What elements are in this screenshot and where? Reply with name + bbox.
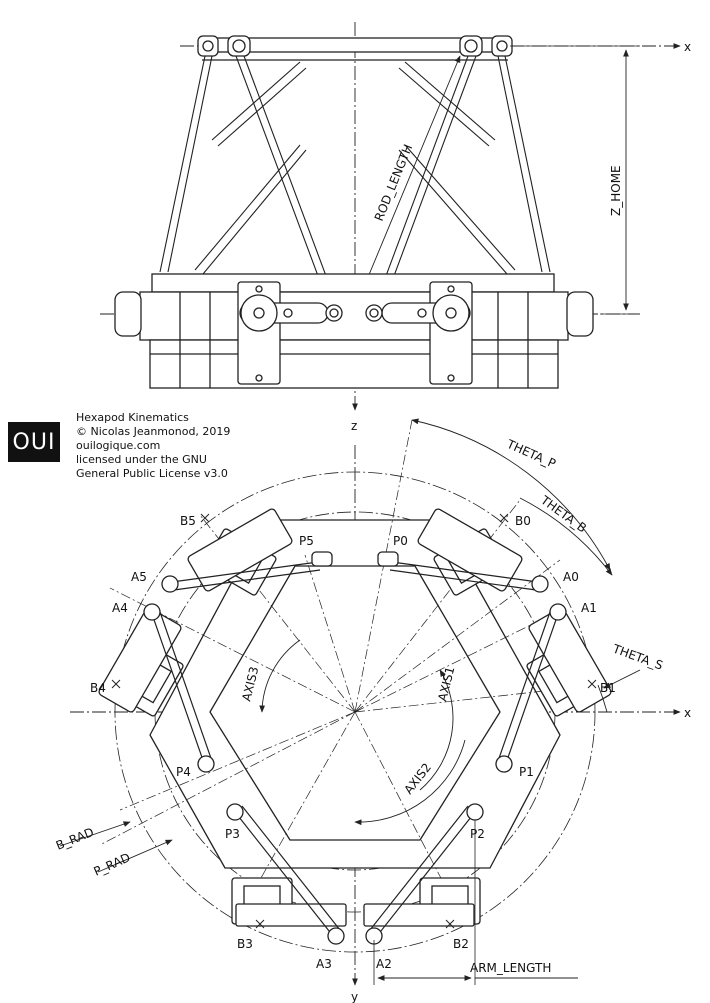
theta-s-arc (597, 684, 608, 713)
label-A5: A5 (131, 570, 147, 584)
b-rad-label: B_RAD (54, 825, 96, 853)
label-A4: A4 (112, 601, 128, 615)
label-P0: P0 (393, 534, 408, 548)
credits-license-1: licensed under the GNU (76, 453, 207, 466)
radial-lines (99, 419, 599, 916)
side-z-label: z (351, 419, 357, 433)
p-rad-label: P_RAD (92, 850, 133, 878)
theta-b-arc (519, 497, 613, 576)
right-motor-cap (566, 291, 594, 337)
label-B5: B5 (180, 514, 196, 528)
arm-length-label: ARM_LENGTH (470, 961, 551, 975)
label-A3: A3 (316, 957, 332, 971)
label-P5: P5 (299, 534, 314, 548)
theta-p-label: THETA_P (504, 437, 558, 471)
base-top-plate (151, 273, 555, 293)
label-P4: P4 (176, 765, 191, 779)
label-A0: A0 (563, 570, 579, 584)
theta-b-label: THETA_B (537, 493, 589, 536)
top-view-joints (143, 551, 567, 945)
theta-s-label: THETA_S (610, 641, 665, 672)
credits-copyright: © Nicolas Jeanmonod, 2019 (76, 425, 231, 438)
b-rad-circle (114, 471, 596, 953)
label-B4: B4 (90, 681, 106, 695)
rod-length-dimension (355, 55, 461, 307)
side-x-label: x (684, 40, 691, 54)
lower-rod-joints (325, 304, 383, 322)
oui-logo: OUI (8, 422, 60, 462)
credits-license-2: General Public License v3.0 (76, 467, 228, 480)
label-B0: B0 (515, 514, 531, 528)
rod-length-label: ROD_LENGTH (372, 142, 416, 223)
b-rad-leader (59, 821, 131, 847)
label-A2: A2 (376, 957, 392, 971)
label-P3: P3 (225, 827, 240, 841)
left-motor-cap (114, 291, 142, 337)
p-rad-leader (97, 839, 173, 873)
label-B2: B2 (453, 937, 469, 951)
base-body (139, 291, 569, 341)
top-y-label: y (351, 990, 358, 1003)
axis2-arc (354, 739, 466, 826)
top-view (59, 418, 681, 986)
axis3-arc (259, 639, 301, 713)
logo-text: OUI (12, 429, 56, 455)
top-joints (197, 35, 513, 57)
label-B1: B1 (600, 681, 616, 695)
label-P1: P1 (519, 765, 534, 779)
label-P2: P2 (470, 827, 485, 841)
top-view-arms (151, 561, 559, 937)
label-A1: A1 (581, 601, 597, 615)
theta-p-arc (411, 418, 611, 571)
servo-horns (239, 294, 471, 332)
axis1-arc (419, 669, 454, 791)
z-home-label: Z_HOME (609, 165, 623, 216)
credits-website: ouilogique.com (76, 439, 161, 452)
side-view (100, 22, 681, 411)
credits-block: Hexapod Kinematics © Nicolas Jeanmonod, … (76, 411, 296, 481)
top-x-label: x (684, 706, 691, 720)
credits-title: Hexapod Kinematics (76, 411, 189, 424)
label-B3: B3 (237, 937, 253, 951)
